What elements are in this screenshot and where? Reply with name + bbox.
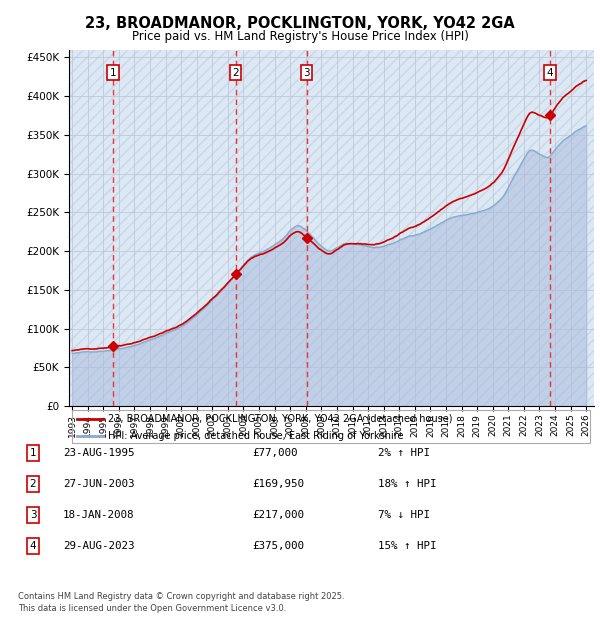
Text: 7% ↓ HPI: 7% ↓ HPI [378,510,430,520]
Text: 18% ↑ HPI: 18% ↑ HPI [378,479,437,489]
Text: 4: 4 [547,68,553,78]
Text: 1: 1 [110,68,116,78]
Text: 3: 3 [303,68,310,78]
Text: Contains HM Land Registry data © Crown copyright and database right 2025.
This d: Contains HM Land Registry data © Crown c… [18,591,344,613]
Text: 2% ↑ HPI: 2% ↑ HPI [378,448,430,458]
Text: 18-JAN-2008: 18-JAN-2008 [63,510,134,520]
Text: HPI: Average price, detached house, East Riding of Yorkshire: HPI: Average price, detached house, East… [109,432,404,441]
Text: 1: 1 [29,448,37,458]
Text: 29-AUG-2023: 29-AUG-2023 [63,541,134,551]
Text: 23, BROADMANOR, POCKLINGTON, YORK, YO42 2GA: 23, BROADMANOR, POCKLINGTON, YORK, YO42 … [85,16,515,31]
Text: 4: 4 [29,541,37,551]
Text: 2: 2 [29,479,37,489]
Text: 3: 3 [29,510,37,520]
Text: £169,950: £169,950 [252,479,304,489]
Text: Price paid vs. HM Land Registry's House Price Index (HPI): Price paid vs. HM Land Registry's House … [131,30,469,43]
Text: 23-AUG-1995: 23-AUG-1995 [63,448,134,458]
Text: £77,000: £77,000 [252,448,298,458]
Text: 2: 2 [232,68,239,78]
Text: 27-JUN-2003: 27-JUN-2003 [63,479,134,489]
Text: 23, BROADMANOR, POCKLINGTON, YORK, YO42 2GA (detached house): 23, BROADMANOR, POCKLINGTON, YORK, YO42 … [109,414,453,423]
Text: 15% ↑ HPI: 15% ↑ HPI [378,541,437,551]
Text: £217,000: £217,000 [252,510,304,520]
Text: £375,000: £375,000 [252,541,304,551]
